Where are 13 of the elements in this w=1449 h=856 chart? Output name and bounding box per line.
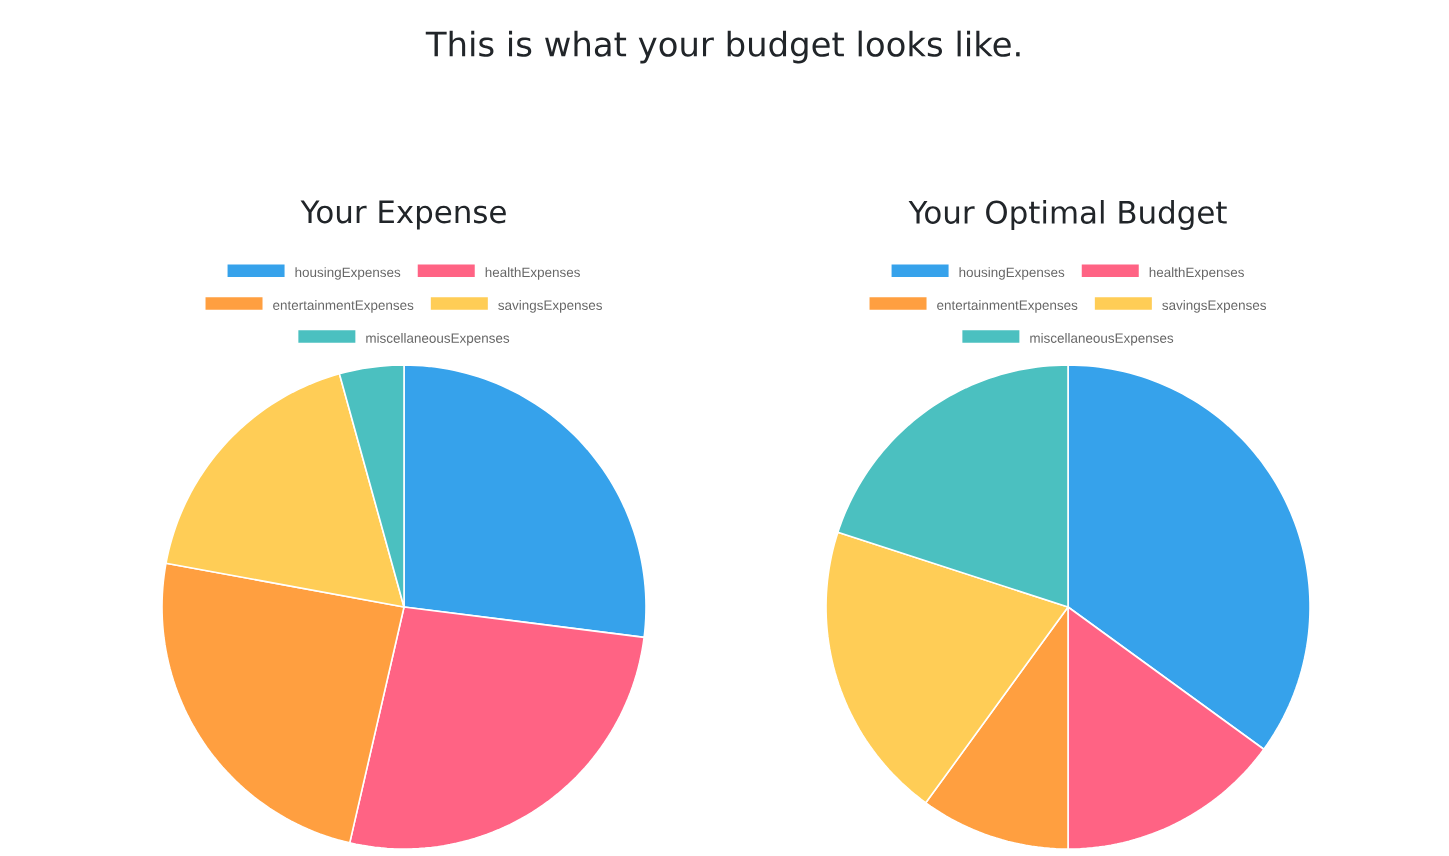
legend-label: entertainmentExpenses bbox=[937, 300, 1078, 313]
legend-label: housingExpenses bbox=[295, 267, 401, 280]
legend-label: savingsExpenses bbox=[1162, 300, 1267, 313]
legend-label: housingExpenses bbox=[959, 267, 1065, 280]
legend-label: savingsExpenses bbox=[498, 300, 602, 313]
legend-label: miscellaneousExpenses bbox=[1030, 333, 1174, 346]
text: This is what your budget looks like. bbox=[425, 30, 1020, 64]
legend-label: miscellaneousExpenses bbox=[366, 333, 510, 346]
legend-label: entertainmentExpenses bbox=[273, 300, 414, 313]
legend-label: healthExpenses bbox=[1149, 267, 1244, 280]
legend-label: healthExpenses bbox=[485, 267, 580, 280]
chart-title: Your Expense bbox=[300, 200, 506, 230]
chart-title: Your Optimal Budget bbox=[908, 200, 1227, 230]
